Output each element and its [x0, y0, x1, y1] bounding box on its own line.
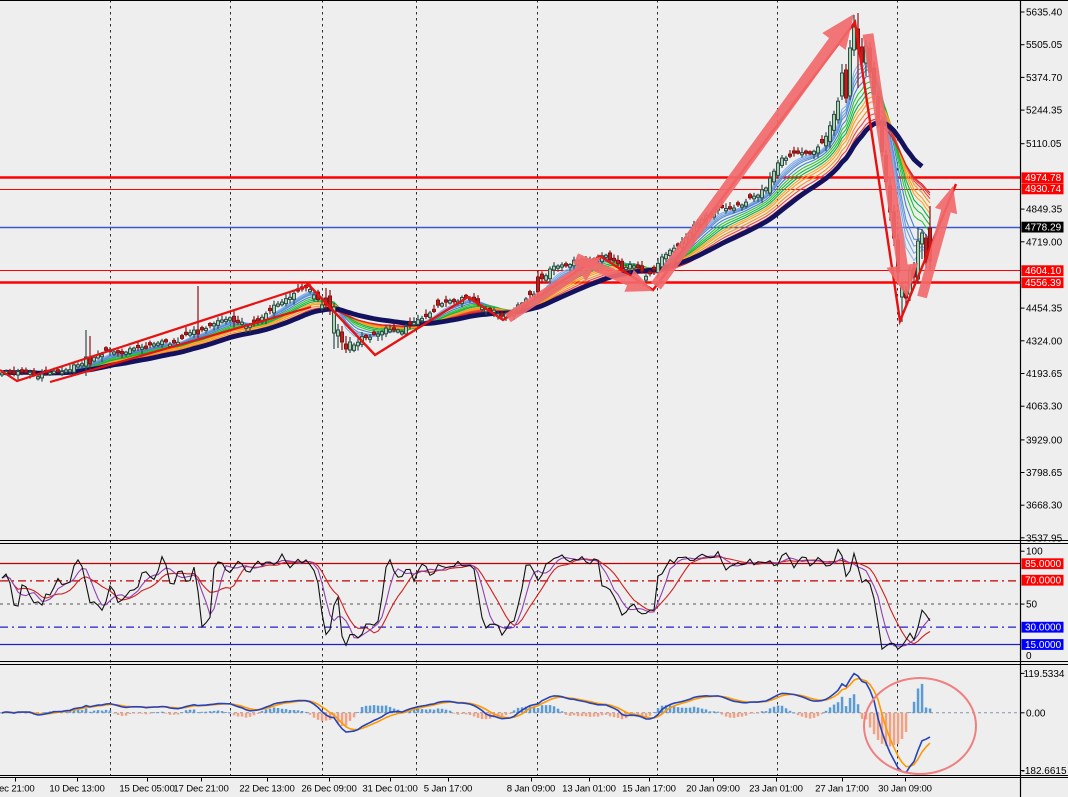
svg-text:4063.30: 4063.30 [1026, 402, 1063, 413]
svg-text:3537.95: 3537.95 [1026, 533, 1063, 544]
svg-text:85.0000: 85.0000 [1025, 559, 1062, 570]
svg-text:4930.74: 4930.74 [1025, 184, 1062, 195]
svg-text:4974.78: 4974.78 [1025, 173, 1062, 184]
svg-text:100: 100 [1026, 547, 1043, 558]
svg-text:4454.35: 4454.35 [1026, 304, 1063, 315]
svg-text:27 Jan 17:00: 27 Jan 17:00 [815, 784, 869, 795]
svg-text:13 Jan 01:00: 13 Jan 01:00 [562, 784, 616, 795]
svg-text:22 Dec 13:00: 22 Dec 13:00 [239, 784, 294, 795]
svg-text:10 Dec 13:00: 10 Dec 13:00 [49, 784, 104, 795]
svg-text:ec 21:00: ec 21:00 [0, 784, 35, 795]
svg-text:0.00: 0.00 [1026, 708, 1046, 719]
svg-text:5 Jan 17:00: 5 Jan 17:00 [424, 784, 473, 795]
svg-text:15.0000: 15.0000 [1025, 640, 1062, 651]
svg-text:3668.30: 3668.30 [1026, 501, 1063, 512]
svg-text:5635.40: 5635.40 [1026, 8, 1063, 19]
svg-text:15 Dec 05:00: 15 Dec 05:00 [119, 784, 174, 795]
svg-text:8 Jan 09:00: 8 Jan 09:00 [507, 784, 556, 795]
svg-text:0: 0 [1026, 651, 1032, 662]
svg-text:4193.65: 4193.65 [1026, 369, 1063, 380]
svg-text:26 Dec 09:00: 26 Dec 09:00 [301, 784, 356, 795]
svg-text:20 Jan 09:00: 20 Jan 09:00 [686, 784, 740, 795]
svg-text:4324.00: 4324.00 [1026, 336, 1063, 347]
svg-text:3798.65: 3798.65 [1026, 468, 1063, 479]
svg-text:4719.00: 4719.00 [1026, 237, 1063, 248]
svg-text:4849.35: 4849.35 [1026, 205, 1063, 216]
svg-text:4556.39: 4556.39 [1025, 278, 1062, 289]
svg-text:30 Jan 09:00: 30 Jan 09:00 [878, 784, 932, 795]
svg-text:30.0000: 30.0000 [1025, 623, 1062, 634]
svg-text:5244.35: 5244.35 [1026, 106, 1063, 117]
svg-text:15 Jan 17:00: 15 Jan 17:00 [622, 784, 676, 795]
svg-text:5505.05: 5505.05 [1026, 40, 1063, 51]
svg-text:5110.05: 5110.05 [1026, 139, 1062, 150]
svg-text:50: 50 [1026, 600, 1038, 611]
svg-text:23 Jan 01:00: 23 Jan 01:00 [749, 784, 803, 795]
svg-text:4604.10: 4604.10 [1025, 266, 1062, 277]
svg-text:4778.29: 4778.29 [1025, 222, 1062, 233]
svg-text:5374.70: 5374.70 [1026, 73, 1063, 84]
svg-text:31 Dec 01:00: 31 Dec 01:00 [362, 784, 417, 795]
svg-text:17 Dec 21:00: 17 Dec 21:00 [173, 784, 228, 795]
svg-text:-182.6615: -182.6615 [1022, 766, 1067, 777]
svg-text:119.5334: 119.5334 [1024, 669, 1065, 680]
svg-text:70.0000: 70.0000 [1025, 576, 1062, 587]
svg-text:3929.00: 3929.00 [1026, 435, 1063, 446]
